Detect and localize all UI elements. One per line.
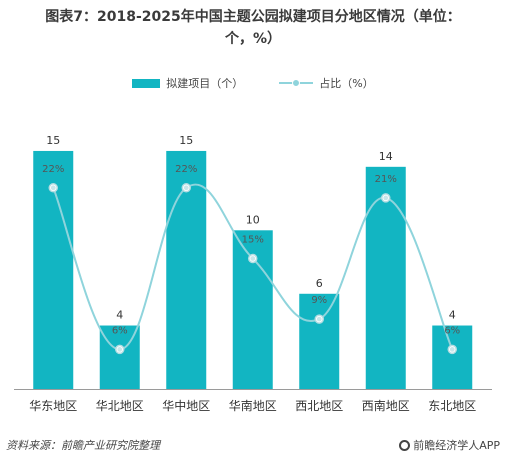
bar [432,325,473,389]
line-value-label: 22% [42,164,64,175]
line-point-inner [449,347,455,352]
chart-title: 图表7：2018-2025年中国主题公园拟建项目分地区情况（单位： 个，%） [0,6,506,50]
bar-value-label: 6 [316,277,323,290]
brand-logo-icon [399,439,411,451]
x-tick-label: 华东地区 [29,399,77,413]
line-value-label: 9% [311,295,327,306]
x-tick-label: 西南地区 [362,398,410,413]
bar-value-label: 4 [116,309,123,322]
brand: 前瞻经济学人APP [399,437,500,453]
legend-item-line: 占比（%） [279,75,374,91]
bar-value-label: 15 [46,134,60,147]
line-point-inner [50,185,56,191]
line-point-inner [316,316,322,322]
bar-value-label: 10 [246,213,260,226]
source-note: 资料来源：前瞻产业研究院整理 [6,439,160,452]
legend-item-bar: 拟建项目（个） [132,75,243,91]
legend-bar-label: 拟建项目（个） [166,77,244,90]
x-tick-label: 华南地区 [229,398,277,413]
line-point-inner [117,347,123,352]
x-tick-label: 华北地区 [96,399,144,413]
chart-title-line1: 图表7：2018-2025年中国主题公园拟建项目分地区情况（单位： [45,9,461,25]
chart-title-line2: 个，%） [224,31,282,47]
x-tick-label: 华中地区 [162,398,210,413]
line-value-label: 22% [175,164,197,175]
line-point-inner [183,185,189,191]
line-value-label: 15% [242,235,264,246]
bar [299,293,340,389]
legend-line-label: 占比（%） [319,77,374,90]
line-point-inner [250,256,256,261]
line-value-label: 6% [444,325,460,336]
line-point-inner [383,195,389,201]
legend-bar-swatch [132,78,161,88]
line-value-label: 21% [375,174,397,185]
line-value-label: 6% [112,325,128,336]
bar-value-label: 4 [449,309,456,322]
bar-value-label: 14 [379,150,393,163]
bar-value-label: 15 [179,134,193,147]
brand-label: 前瞻经济学人APP [413,439,500,452]
legend-line-swatch [279,77,314,89]
legend: 拟建项目（个） 占比（%） [0,74,506,92]
x-tick-label: 西北地区 [295,399,343,413]
x-tick-label: 东北地区 [428,399,476,413]
